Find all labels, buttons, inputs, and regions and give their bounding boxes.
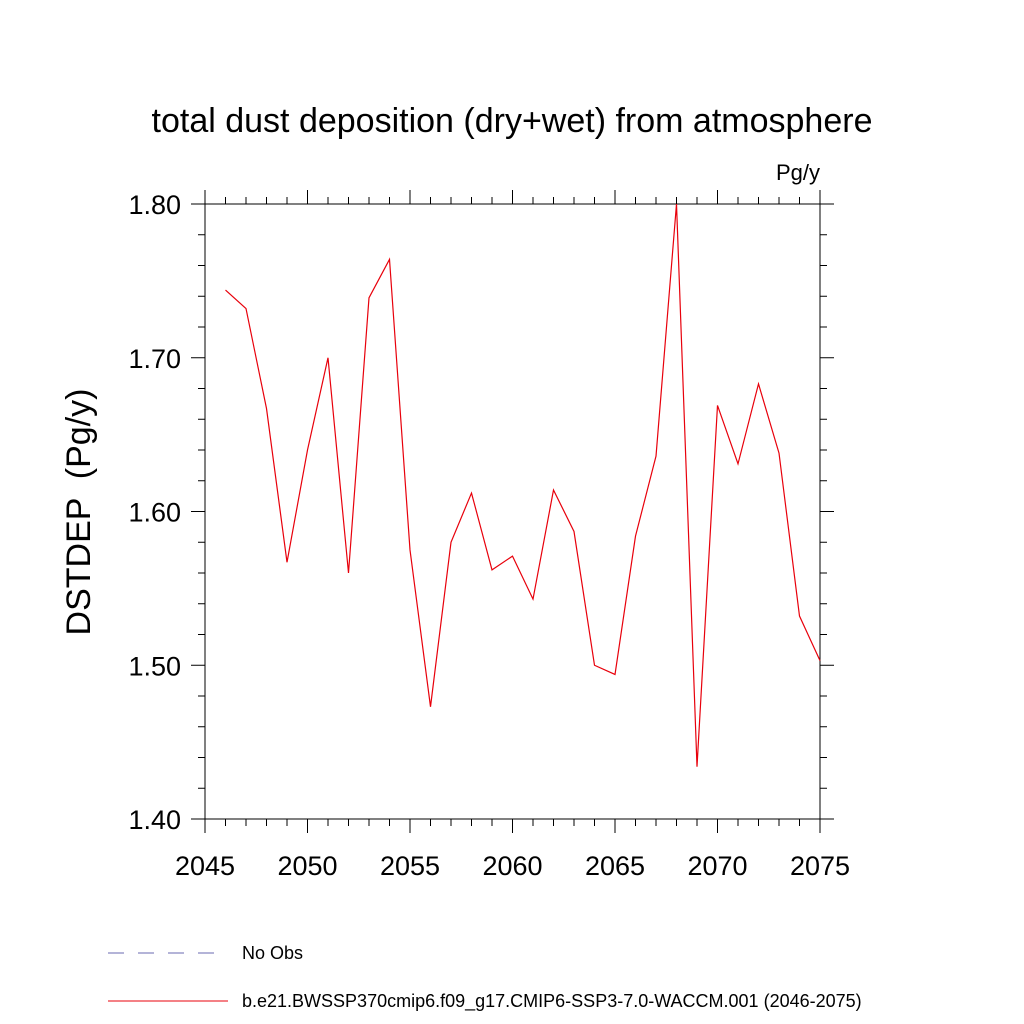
x-tick-label: 2055	[380, 851, 440, 881]
series-layer	[225, 203, 821, 767]
series-line	[225, 203, 821, 767]
y-tick-label: 1.60	[128, 498, 181, 528]
axis-ticks	[191, 190, 834, 833]
x-tick-labels: 2045 2050 2055 2060 2065 2070 2075	[175, 851, 850, 881]
chart-title: total dust deposition (dry+wet) from atm…	[152, 102, 873, 140]
x-tick-label: 2065	[585, 851, 645, 881]
y-axis-label: DSTDEP (Pg/y)	[60, 389, 98, 636]
x-tick-label: 2075	[790, 851, 850, 881]
y-tick-label: 1.40	[128, 805, 181, 835]
y-tick-label: 1.50	[128, 651, 181, 681]
y-tick-labels: 1.40 1.50 1.60 1.70 1.80	[128, 190, 181, 835]
x-tick-label: 2050	[277, 851, 337, 881]
y-tick-label: 1.80	[128, 190, 181, 220]
x-tick-label: 2060	[482, 851, 542, 881]
legend: No Obs b.e21.BWSSP370cmip6.f09_g17.CMIP6…	[108, 943, 862, 1012]
legend-label-model-run: b.e21.BWSSP370cmip6.f09_g17.CMIP6-SSP3-7…	[242, 991, 862, 1012]
units-label: Pg/y	[776, 160, 820, 185]
x-tick-label: 2070	[687, 851, 747, 881]
plot-border	[204, 203, 821, 820]
legend-label-no-obs: No Obs	[242, 943, 303, 963]
axes-frame	[204, 203, 821, 820]
y-tick-label: 1.70	[128, 344, 181, 374]
x-tick-label: 2045	[175, 851, 235, 881]
